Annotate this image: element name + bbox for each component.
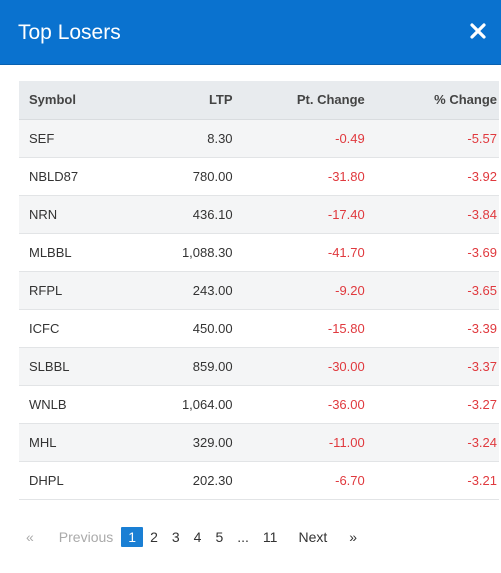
symbol-cell: ICFC: [29, 320, 60, 336]
ltp-cell: 329.00: [192, 434, 233, 450]
table-row[interactable]: RFPL 243.00 -9.20 -3.65: [19, 271, 499, 309]
modal-title: Top Losers: [18, 21, 121, 44]
symbol-cell: NBLD87: [29, 168, 79, 184]
column-header-ltp[interactable]: LTP: [141, 81, 233, 120]
pt-change-cell: -36.00: [327, 396, 365, 412]
page-link-5[interactable]: 5: [215, 529, 224, 545]
symbol-cell: MHL: [29, 434, 57, 450]
table-row[interactable]: SEF 8.30 -0.49 -5.57: [19, 119, 499, 157]
ltp-cell: 8.30: [207, 130, 233, 146]
next-page-link[interactable]: Next: [298, 529, 328, 545]
table-body: SEF 8.30 -0.49 -5.57 NBLD87 780.00 -31.80 -3.92…: [19, 119, 499, 499]
table-header-row: Symbol LTP Pt. Change % Change: [19, 81, 499, 120]
pct-change-cell: -3.27: [467, 396, 497, 412]
close-icon[interactable]: [469, 22, 487, 40]
table-row[interactable]: NBLD87 780.00 -31.80 -3.92: [19, 157, 499, 195]
pct-change-cell: -3.21: [467, 472, 497, 488]
pagination-ellipsis: ...: [237, 529, 249, 545]
table-row[interactable]: MHL 329.00 -11.00 -3.24: [19, 423, 499, 461]
pct-change-cell: -5.57: [467, 130, 497, 146]
symbol-cell: NRN: [29, 206, 58, 222]
pt-change-cell: -41.70: [327, 244, 365, 260]
page-link-1[interactable]: 1: [121, 527, 144, 547]
symbol-cell: DHPL: [29, 472, 64, 488]
pt-change-cell: -6.70: [335, 472, 365, 488]
symbol-cell: RFPL: [29, 282, 63, 298]
column-header-symbol[interactable]: Symbol: [19, 81, 142, 120]
modal-header: Top Losers: [0, 0, 501, 65]
pt-change-cell: -30.00: [327, 358, 365, 374]
ltp-cell: 1,064.00: [181, 396, 233, 412]
pct-change-cell: -3.69: [467, 244, 497, 260]
ltp-cell: 202.30: [192, 472, 233, 488]
pct-change-cell: -3.24: [467, 434, 497, 450]
pagination: « Previous 1 2 3 4 5 ... 11 Next »: [19, 526, 364, 548]
first-page-arrow: «: [26, 529, 34, 545]
pct-change-cell: -3.92: [467, 168, 497, 184]
page-link-3[interactable]: 3: [171, 529, 180, 545]
pt-change-cell: -11.00: [328, 434, 365, 450]
page-link-11[interactable]: 11: [262, 529, 278, 545]
ltp-cell: 450.00: [192, 320, 233, 336]
column-header-pct-change[interactable]: % Change: [364, 81, 499, 120]
table-row[interactable]: MLBBL 1,088.30 -41.70 -3.69: [19, 233, 499, 271]
table-row[interactable]: NRN 436.10 -17.40 -3.84: [19, 195, 499, 233]
pct-change-cell: -3.39: [467, 320, 497, 336]
losers-table-container: Symbol LTP Pt. Change % Change SEF 8.30 -0…: [19, 81, 499, 500]
ltp-cell: 243.00: [192, 282, 233, 298]
pt-change-cell: -17.40: [327, 206, 365, 222]
pt-change-cell: -0.49: [335, 130, 365, 146]
table-row[interactable]: ICFC 450.00 -15.80 -3.39: [19, 309, 499, 347]
symbol-cell: MLBBL: [29, 244, 72, 260]
last-page-arrow[interactable]: »: [349, 529, 358, 545]
ltp-cell: 859.00: [192, 358, 233, 374]
previous-page-link: Previous: [58, 529, 114, 545]
pct-change-cell: -3.37: [467, 358, 497, 374]
ltp-cell: 780.00: [192, 168, 233, 184]
symbol-cell: SEF: [29, 130, 55, 146]
ltp-cell: 436.10: [192, 206, 233, 222]
symbol-cell: SLBBL: [29, 358, 70, 374]
table-row[interactable]: WNLB 1,064.00 -36.00 -3.27: [19, 385, 499, 423]
symbol-cell: WNLB: [29, 396, 67, 412]
losers-table: Symbol LTP Pt. Change % Change SEF 8.30 -0…: [19, 81, 499, 500]
pct-change-cell: -3.65: [467, 282, 497, 298]
ltp-cell: 1,088.30: [181, 244, 233, 260]
column-header-pt-change[interactable]: Pt. Change: [232, 81, 365, 120]
pt-change-cell: -15.80: [327, 320, 365, 336]
pt-change-cell: -31.80: [327, 168, 365, 184]
page-link-4[interactable]: 4: [193, 529, 202, 545]
pct-change-cell: -3.84: [467, 206, 497, 222]
table-row[interactable]: SLBBL 859.00 -30.00 -3.37: [19, 347, 499, 385]
page-link-2[interactable]: 2: [150, 529, 158, 545]
table-row[interactable]: DHPL 202.30 -6.70 -3.21: [19, 461, 499, 499]
pt-change-cell: -9.20: [335, 282, 365, 298]
